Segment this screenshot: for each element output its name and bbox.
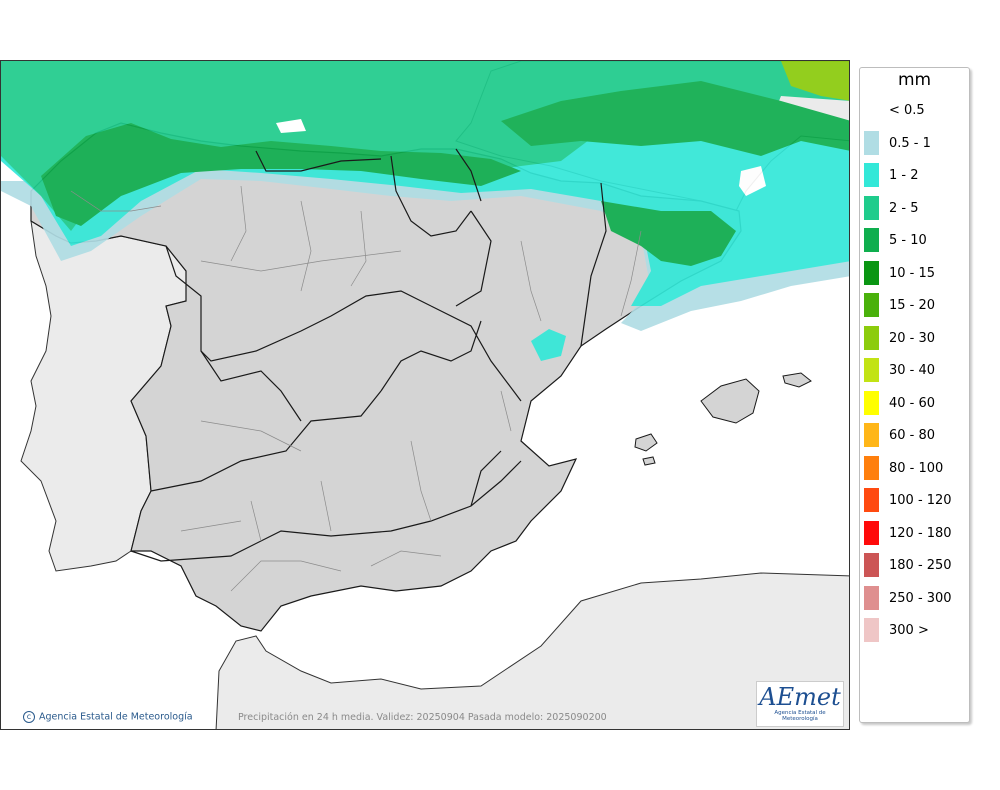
agency-credit[interactable]: c Agencia Estatal de Meteorología bbox=[23, 711, 193, 723]
legend-label: 300 > bbox=[889, 623, 929, 638]
legend-label: 40 - 60 bbox=[889, 395, 936, 411]
legend-swatch bbox=[864, 423, 879, 447]
legend-label: 120 - 180 bbox=[889, 525, 952, 541]
legend-item: 2 - 5 bbox=[864, 195, 968, 220]
legend-unit: mm bbox=[897, 70, 932, 90]
mallorca-island bbox=[700, 378, 760, 424]
legend-item: 15 - 20 bbox=[864, 293, 968, 317]
legend-label: 15 - 20 bbox=[889, 298, 936, 313]
legend-label: 5 - 10 bbox=[889, 233, 927, 248]
band-5-10-east bbox=[601, 201, 736, 266]
legend-swatch bbox=[864, 585, 879, 610]
legend-label: 100 - 120 bbox=[889, 493, 952, 508]
band-5-10 bbox=[41, 123, 521, 226]
legend-swatch bbox=[864, 163, 879, 187]
legend-swatch bbox=[864, 455, 879, 480]
legend-swatch bbox=[864, 228, 879, 252]
legend-swatch bbox=[864, 260, 879, 285]
legend-item: < 0.5 bbox=[864, 98, 968, 122]
copyright-icon: c bbox=[23, 711, 35, 723]
legend-item: 300 > bbox=[864, 618, 968, 642]
legend-swatch bbox=[864, 488, 879, 512]
legend-label: 180 - 250 bbox=[889, 558, 952, 573]
legend-swatch bbox=[864, 130, 879, 155]
band-5-10-north bbox=[501, 81, 849, 156]
legend-label: 1 - 2 bbox=[889, 168, 919, 183]
legend-swatch bbox=[864, 553, 879, 577]
legend-swatch bbox=[864, 293, 879, 317]
dry-spot-1 bbox=[276, 119, 306, 133]
africa-land bbox=[215, 572, 849, 729]
legend-label: 30 - 40 bbox=[889, 363, 936, 378]
legend-item: 180 - 250 bbox=[864, 553, 968, 577]
legend-item: 120 - 180 bbox=[864, 520, 968, 545]
legend-item: 250 - 300 bbox=[864, 585, 968, 610]
aemet-logo: AEmet Agencia Estatal de Meteorología bbox=[756, 681, 844, 727]
legend-swatch bbox=[864, 390, 879, 415]
legend-label: 0.5 - 1 bbox=[889, 135, 931, 151]
legend-item: 40 - 60 bbox=[864, 390, 968, 415]
legend-swatch bbox=[864, 520, 879, 545]
band-1-2-inland bbox=[531, 329, 566, 361]
legend-label: 2 - 5 bbox=[889, 200, 919, 216]
legend-swatch bbox=[864, 618, 879, 642]
legend-label: 80 - 100 bbox=[889, 460, 944, 476]
precipitation-legend: mm < 0.5 0.5 - 1 1 - 2 2 - 5 5 - 10 10 - 15 15… bbox=[859, 67, 970, 723]
region-borders bbox=[130, 148, 607, 562]
legend-item: 10 - 15 bbox=[864, 260, 968, 285]
legend-swatch bbox=[864, 325, 879, 350]
legend-label: 10 - 15 bbox=[889, 265, 936, 281]
legend-label: 250 - 300 bbox=[889, 590, 952, 606]
legend-item: 60 - 80 bbox=[864, 423, 968, 447]
legend-item: 0.5 - 1 bbox=[864, 130, 968, 155]
province-borders bbox=[70, 185, 642, 592]
agency-credit-text: Agencia Estatal de Meteorología bbox=[39, 711, 193, 723]
formentera-island bbox=[642, 456, 656, 466]
legend-label: < 0.5 bbox=[889, 103, 925, 118]
aemet-logo-text: AEmet bbox=[759, 683, 841, 711]
ibiza-island bbox=[634, 433, 658, 452]
map-caption: Precipitación en 24 h media. Validez: 20… bbox=[238, 712, 607, 723]
legend-item: 5 - 10 bbox=[864, 228, 968, 252]
aemet-logo-subtext: Agencia Estatal de Meteorología bbox=[774, 710, 826, 722]
precipitation-overlay bbox=[1, 61, 849, 361]
legend-swatch bbox=[864, 358, 879, 382]
menorca-island bbox=[782, 372, 812, 388]
legend-item: 20 - 30 bbox=[864, 325, 968, 350]
legend-swatch bbox=[864, 195, 879, 220]
legend-item: 80 - 100 bbox=[864, 455, 968, 480]
legend-item: 1 - 2 bbox=[864, 163, 968, 187]
legend-label: 60 - 80 bbox=[889, 428, 936, 443]
band-15-20 bbox=[781, 61, 849, 101]
dry-spot-2 bbox=[739, 166, 766, 196]
legend-item: 30 - 40 bbox=[864, 358, 968, 382]
legend-label: 20 - 30 bbox=[889, 330, 936, 346]
map-canvas bbox=[1, 61, 849, 729]
legend-item: 100 - 120 bbox=[864, 488, 968, 512]
